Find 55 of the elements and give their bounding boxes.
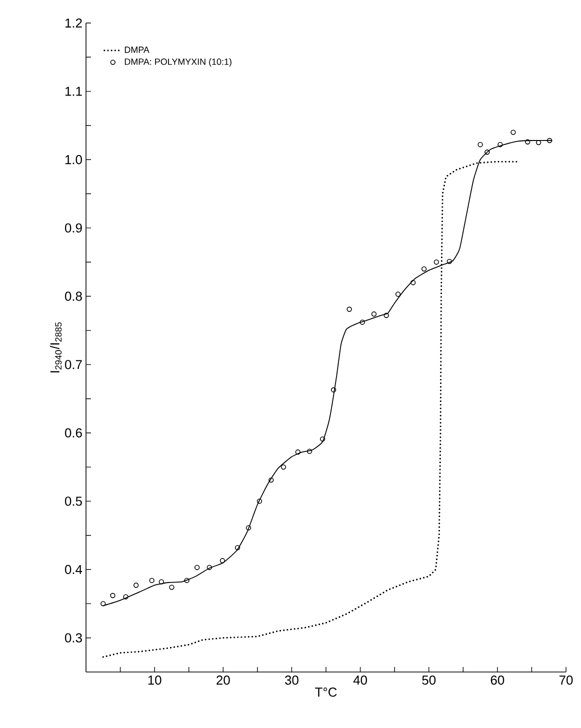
legend-label: DMPA <box>124 46 150 53</box>
point <box>446 258 452 264</box>
point <box>246 525 252 530</box>
x-tick-label: 20 <box>216 676 230 685</box>
point <box>360 320 365 325</box>
point <box>478 142 483 148</box>
point <box>421 266 427 272</box>
y-tick-label: 0.7 <box>64 360 82 370</box>
point <box>268 477 274 483</box>
point <box>256 498 262 504</box>
x-tick-label: 60 <box>490 676 504 685</box>
point <box>371 311 377 317</box>
point <box>346 306 352 312</box>
point <box>123 594 128 600</box>
point <box>410 280 416 286</box>
x-tick-label: 30 <box>285 676 298 685</box>
y-tick-label: 0.6 <box>64 428 82 438</box>
x-axis-title: T°C <box>315 688 337 697</box>
y-tick-label: 1.2 <box>65 18 82 28</box>
y-tick-label: 1.0 <box>65 155 82 164</box>
point <box>206 564 212 570</box>
y-tick-label: 0.4 <box>64 564 82 574</box>
point <box>158 579 164 584</box>
x-tick-label: 40 <box>353 676 367 685</box>
point <box>525 139 530 144</box>
y-tick-label: 0.8 <box>64 292 82 301</box>
point <box>384 312 389 318</box>
point <box>510 130 516 135</box>
point <box>484 150 490 155</box>
point <box>169 584 174 590</box>
x-tick-label: 10 <box>148 676 162 685</box>
point <box>194 564 200 570</box>
y-tick-label: 0.9 <box>64 223 82 233</box>
point <box>330 387 336 392</box>
point <box>395 292 401 297</box>
point <box>434 260 439 265</box>
point <box>280 464 286 470</box>
point <box>306 448 312 454</box>
point <box>184 578 190 584</box>
point <box>149 578 154 584</box>
point <box>498 142 503 148</box>
point <box>295 449 300 455</box>
y-tick-label: 1.1 <box>65 86 82 96</box>
point <box>220 558 226 564</box>
y-axis-title: I$_{2940}$/I$_{2885}$ <box>50 322 62 372</box>
legend-label: DMPA: POLYMYXIN (10:1) <box>124 58 232 67</box>
point <box>100 601 106 606</box>
x-tick-label: 70 <box>559 676 573 685</box>
y-tick-label: 0.5 <box>64 496 82 506</box>
point <box>110 592 116 598</box>
point <box>234 545 240 550</box>
point <box>320 436 326 442</box>
x-tick-label: 50 <box>422 676 436 685</box>
point <box>133 582 139 588</box>
y-tick-label: 0.3 <box>64 633 82 642</box>
